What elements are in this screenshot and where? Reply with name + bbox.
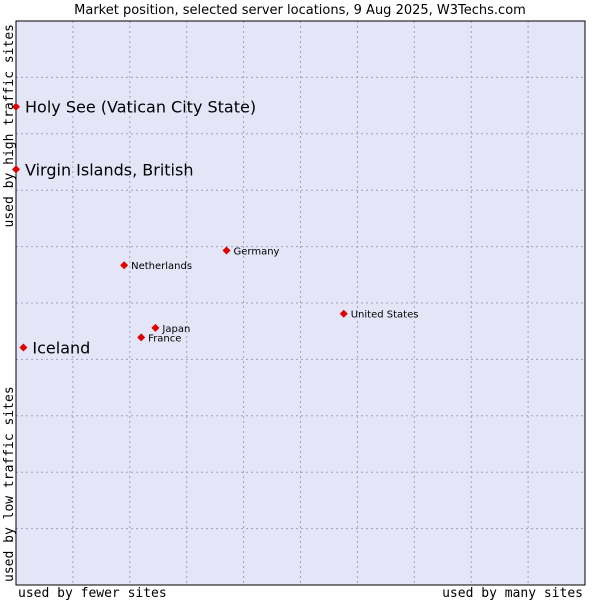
- y-axis-label-top: used by high traffic sites: [2, 24, 17, 228]
- data-point-marker: [12, 102, 20, 111]
- data-point-marker: [339, 309, 348, 318]
- x-axis-label-right: used by many sites: [442, 586, 583, 600]
- data-point-marker: [12, 165, 20, 174]
- data-point-label: United States: [351, 310, 419, 321]
- data-point-marker: [120, 261, 129, 270]
- data-point-label: Japan: [161, 324, 190, 335]
- data-point-marker: [19, 343, 28, 352]
- x-axis-label-left: used by fewer sites: [18, 586, 167, 600]
- chart-title: Market position, selected server locatio…: [74, 3, 526, 18]
- y-axis-label-bottom: used by low traffic sites: [2, 386, 17, 582]
- data-points: Holy See (Vatican City State) Virgin Isla…: [12, 98, 418, 358]
- data-point-label: Holy See (Vatican City State): [25, 98, 256, 117]
- data-point-marker: [137, 333, 146, 342]
- plot-border: [15, 20, 586, 586]
- data-point-label: Germany: [234, 247, 280, 258]
- data-point-marker: [222, 246, 231, 255]
- data-point-label: Virgin Islands, British: [25, 160, 193, 179]
- data-point-label: Iceland: [32, 339, 90, 358]
- data-point-marker: [151, 323, 160, 332]
- data-point-label: Netherlands: [131, 261, 192, 272]
- data-point-label: France: [148, 333, 181, 344]
- grid-lines: [16, 21, 585, 585]
